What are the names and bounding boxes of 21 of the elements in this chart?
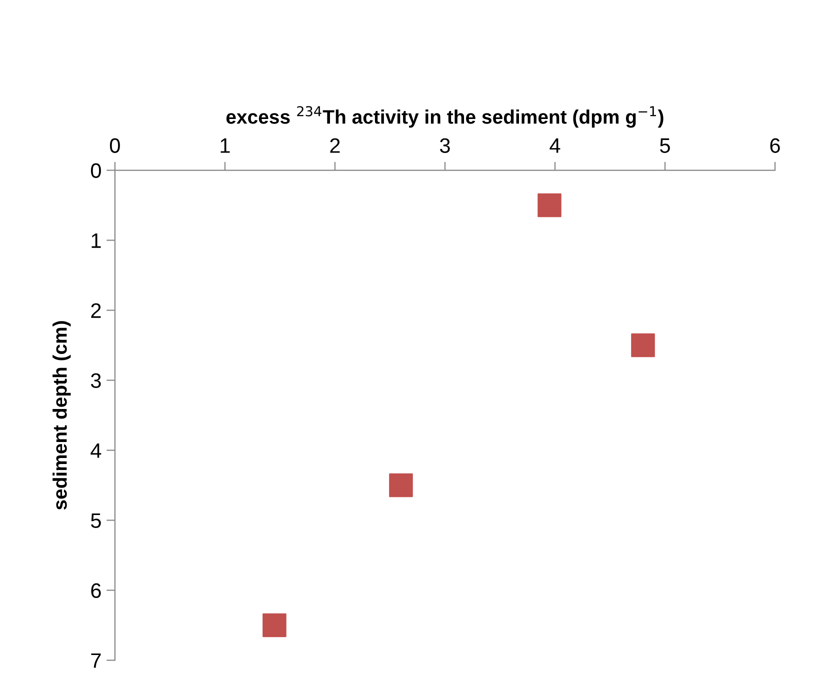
y-tick-label: 7	[91, 653, 101, 668]
x-tick-label: 1	[220, 138, 230, 153]
x-tick-label: 4	[550, 138, 560, 153]
y-tick-label: 1	[92, 233, 101, 248]
x-tick-label: 0	[110, 138, 120, 153]
y-tick-label: 2	[91, 303, 101, 318]
point	[538, 193, 562, 218]
y-tick-label: 5	[90, 513, 101, 528]
point	[262, 613, 286, 638]
y-tick-label: 6	[91, 583, 101, 598]
y-tick-label: 0	[90, 163, 101, 178]
y-tick-label: 3	[90, 373, 101, 388]
x-tick-label: 5	[660, 138, 670, 153]
y-axis-title: sediment depth (cm)	[52, 321, 71, 510]
y-tick-label: 4	[90, 443, 102, 458]
x-tick-label: 2	[330, 138, 340, 153]
x-axis-title: excess $^{234}$Th activity in the sediment (dpm g$^{−1}$)	[226, 106, 664, 128]
point	[389, 473, 413, 498]
x-tick-label: 3	[440, 138, 450, 153]
point	[631, 333, 655, 358]
x-tick-label: 6	[770, 138, 780, 153]
